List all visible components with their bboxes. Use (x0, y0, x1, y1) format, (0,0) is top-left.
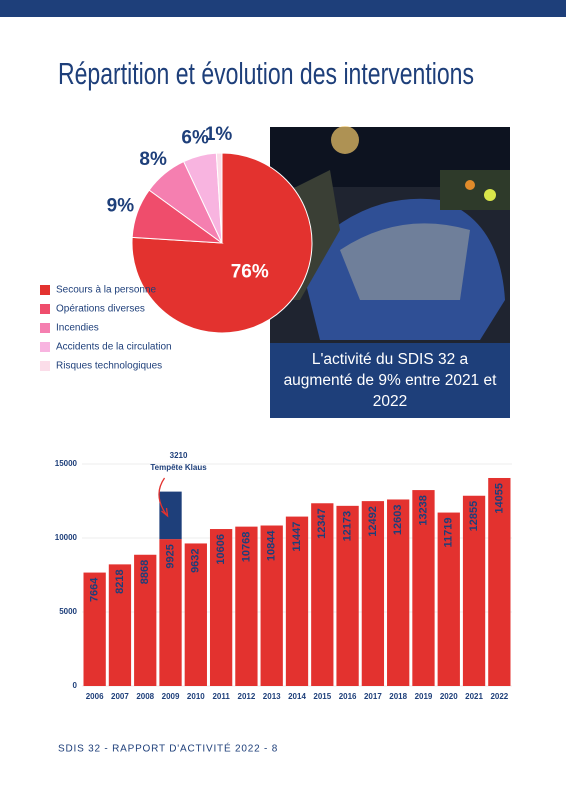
legend-swatch (40, 304, 50, 314)
annotation-arrowhead (161, 507, 169, 518)
legend-label: Incendies (56, 323, 99, 334)
legend-swatch (40, 361, 50, 371)
legend-swatch (40, 342, 50, 352)
bar-value-label: 11447 (291, 522, 303, 552)
bar (412, 490, 435, 686)
bar-value-label: 10606 (215, 534, 227, 565)
x-tick-label: 2008 (136, 692, 154, 701)
bar-value-label: 11719 (443, 518, 455, 548)
bar (285, 516, 309, 686)
bar (311, 503, 334, 686)
photo-caption: L'activité du SDIS 32 a augmenté de 9% e… (270, 343, 510, 418)
legend-swatch (40, 323, 50, 333)
bar-value-label: 12603 (392, 504, 404, 535)
bar (462, 495, 486, 686)
bar (134, 554, 157, 686)
bar-value-label: 12492 (367, 506, 379, 537)
pie-label: 9% (107, 195, 135, 216)
x-tick-label: 2006 (86, 692, 104, 701)
annotation-text: Tempête Klaus (150, 463, 207, 472)
x-tick-label: 2009 (162, 692, 180, 701)
bar (260, 525, 283, 686)
x-tick-label: 2015 (313, 692, 331, 701)
annotation-arrow (158, 477, 168, 516)
x-tick-label: 2014 (288, 692, 306, 701)
pie-slice (215, 152, 223, 244)
x-tick-label: 2012 (238, 692, 256, 701)
y-tick-label: 0 (73, 681, 78, 690)
legend-label: Risques technologiques (56, 361, 162, 372)
bar (184, 543, 207, 686)
bar (336, 505, 359, 686)
bar-value-label: 7664 (89, 577, 101, 602)
page-title: Répartition et évolution des interventio… (58, 56, 474, 91)
pie-label: 1% (205, 124, 233, 145)
footer: SDIS 32 - RAPPORT D'ACTIVITÉ 2022 - 8 (58, 742, 278, 755)
bar (387, 499, 410, 686)
x-tick-label: 2019 (415, 692, 433, 701)
pie-label: 76% (231, 262, 269, 283)
bar (235, 526, 258, 686)
x-tick-label: 2022 (490, 692, 508, 701)
bar-value-label: 12855 (468, 501, 480, 532)
legend-label: Secours à la personne (56, 285, 157, 296)
x-tick-label: 2011 (212, 692, 230, 701)
bar (159, 491, 182, 540)
x-tick-label: 2017 (364, 692, 382, 701)
bar-value-label: 8218 (114, 569, 126, 593)
bar-value-label: 14055 (493, 483, 505, 514)
y-tick-label: 15000 (55, 459, 78, 468)
bar-value-label: 8868 (139, 560, 151, 584)
top-band (0, 0, 566, 17)
legend-swatch (40, 285, 50, 295)
bar (437, 512, 460, 686)
pie-label: 6% (181, 127, 209, 148)
x-tick-label: 2010 (187, 692, 205, 701)
y-tick-label: 5000 (59, 607, 77, 616)
bar-value-label: 10844 (266, 530, 278, 561)
x-tick-label: 2007 (111, 692, 129, 701)
bar-value-label: 9632 (190, 548, 202, 572)
y-tick-label: 10000 (55, 533, 78, 542)
bar-value-label: 9925 (164, 544, 176, 568)
annotation-value: 3210 (170, 451, 188, 460)
bar (361, 501, 385, 686)
pie-label: 8% (139, 149, 167, 170)
bar (83, 572, 106, 686)
x-tick-label: 2016 (339, 692, 357, 701)
x-tick-label: 2013 (263, 692, 281, 701)
bar-value-label: 12347 (316, 508, 328, 539)
bar-value-label: 13238 (417, 495, 429, 526)
x-tick-label: 2020 (440, 692, 458, 701)
bar (159, 539, 182, 686)
bar-value-label: 12173 (341, 511, 353, 542)
legend-label: Opérations diverses (56, 304, 145, 315)
bar-value-label: 10768 (240, 532, 252, 563)
x-tick-label: 2018 (389, 692, 407, 701)
bar (209, 529, 233, 686)
bar (108, 564, 132, 686)
bar (488, 477, 511, 686)
x-tick-label: 2021 (465, 692, 483, 701)
legend-label: Accidents de la circulation (56, 342, 172, 353)
